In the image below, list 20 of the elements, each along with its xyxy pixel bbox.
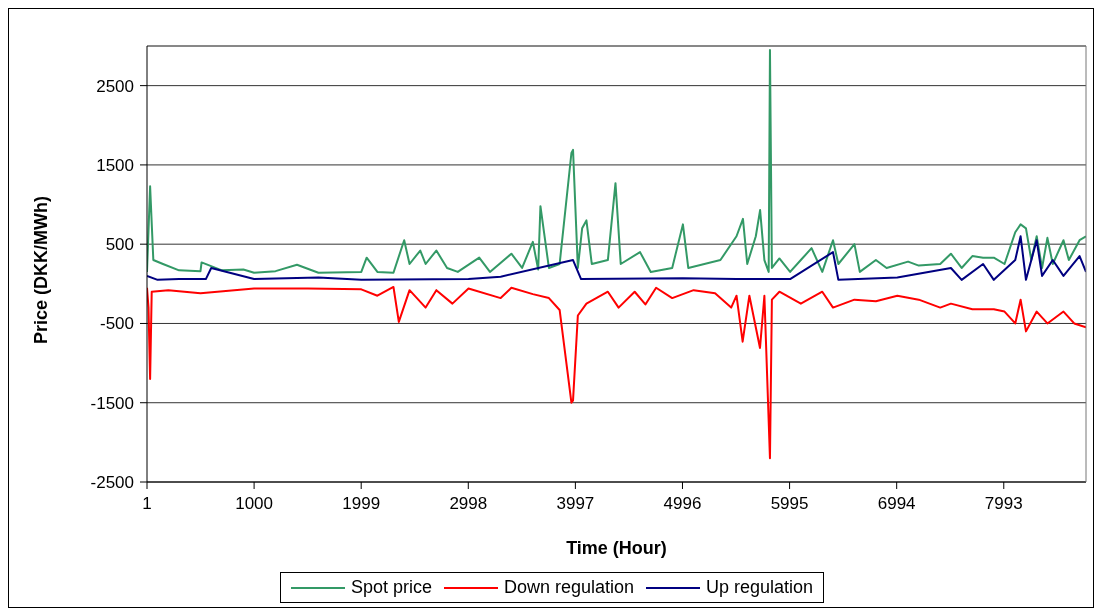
y-tick-label: -1500 [90,393,134,413]
y-tick-label: 2500 [96,76,134,96]
x-tick-label: 3997 [556,494,595,514]
legend-label: Spot price [350,577,432,598]
legend-label: Down regulation [503,577,635,598]
y-tick-label: 500 [105,235,134,255]
legend-label: Up regulation [706,577,814,598]
y-axis-title: Price (DKK/MWh) [31,196,52,344]
x-tick-label: 4996 [663,494,702,514]
y-tick-label: -2500 [90,473,134,493]
x-axis-title: Time (Hour) [566,538,667,558]
y-tick-label: -500 [99,314,134,334]
x-tick-label: 1 [142,494,152,514]
y-tick-label: 1500 [96,155,134,175]
x-tick-label: 1999 [342,494,381,514]
x-tick-label: 6994 [877,494,916,514]
x-tick-label: 1000 [235,494,274,514]
x-tick-label: 2998 [449,494,488,514]
x-tick-label: 7993 [984,494,1023,514]
x-tick-label: 5995 [770,494,809,514]
